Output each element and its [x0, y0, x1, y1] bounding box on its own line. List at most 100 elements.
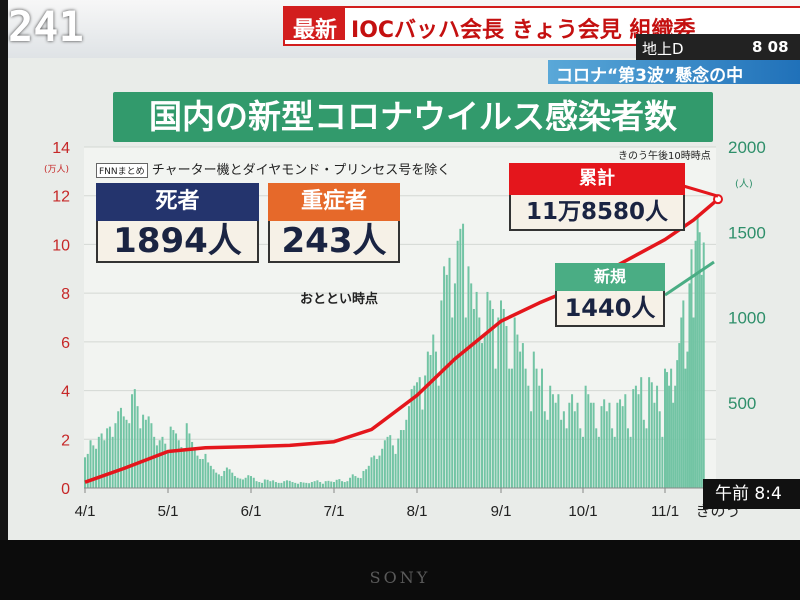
cumulative-pointer: [679, 183, 719, 198]
bar-new-cases: [453, 283, 456, 488]
left-axis-tick-label: 0: [61, 481, 70, 498]
cumulative-line-path: [84, 197, 720, 484]
bar-new-cases: [351, 474, 354, 488]
bar-new-cases: [294, 482, 297, 488]
left-axis-tick-label: 8: [61, 286, 70, 303]
bar-new-cases: [481, 343, 484, 488]
bar-new-cases: [183, 450, 186, 488]
bar-new-cases: [648, 377, 651, 488]
bar-new-cases: [280, 482, 283, 488]
bar-new-cases: [274, 482, 277, 488]
bar-new-cases: [84, 457, 86, 488]
channel-indicator: 地上D 8 08: [636, 34, 800, 60]
bar-new-cases: [426, 351, 429, 488]
bar-new-cases: [682, 300, 685, 488]
bar-new-cases: [310, 482, 313, 488]
bar-new-cases: [560, 419, 563, 488]
bar-new-cases: [272, 480, 275, 488]
right-axis-tick-label: 500: [728, 394, 756, 413]
bar-new-cases: [584, 385, 587, 488]
bar-new-cases: [305, 482, 308, 488]
bar-new-cases: [600, 406, 603, 488]
bar-new-cases: [258, 482, 261, 488]
bar-new-cases: [587, 394, 590, 488]
bar-new-cases: [100, 433, 103, 488]
bar-new-cases: [142, 414, 145, 488]
bar-new-cases: [632, 389, 635, 488]
bar-new-cases: [367, 465, 370, 488]
bar-new-cases: [346, 481, 349, 488]
bar-new-cases: [308, 483, 311, 488]
bar-new-cases: [470, 283, 473, 488]
x-tick-label: 8/1: [407, 503, 428, 520]
bar-new-cases: [532, 351, 535, 488]
bar-new-cases: [472, 308, 475, 488]
bar-new-cases: [89, 440, 92, 488]
bar-new-cases: [399, 430, 402, 488]
cumulative-label: 累計: [509, 163, 685, 195]
headline-badge: 最新: [285, 8, 346, 43]
bar-new-cases: [204, 453, 207, 488]
bar-new-cases: [688, 283, 691, 488]
bar-new-cases: [357, 477, 360, 488]
bar-new-cases: [616, 402, 619, 488]
bar-new-cases: [676, 360, 679, 488]
bar-new-cases: [407, 406, 410, 488]
severe-panel: 重症者 243人: [268, 183, 400, 263]
bar-new-cases: [568, 402, 571, 488]
bar-new-cases: [383, 440, 386, 488]
right-axis-unit: (人): [735, 178, 753, 190]
bar-new-cases: [244, 477, 247, 488]
bar-new-cases: [642, 419, 645, 488]
severe-label: 重症者: [268, 183, 400, 221]
bar-new-cases: [456, 240, 459, 488]
bar-new-cases: [698, 232, 701, 488]
right-axis-tick-label: 2000: [728, 138, 766, 157]
bar-new-cases: [321, 483, 324, 488]
x-tick-label: 5/1: [158, 503, 179, 520]
bar-new-cases: [231, 472, 234, 488]
bar-new-cases: [155, 445, 158, 488]
bar-new-cases: [621, 406, 624, 488]
bar-new-cases: [650, 382, 653, 488]
bar-new-cases: [653, 402, 656, 488]
bar-new-cases: [324, 481, 327, 488]
bar-new-cases: [185, 423, 188, 488]
bar-new-cases: [95, 448, 98, 488]
bar-new-cases: [228, 469, 231, 488]
bar-new-cases: [637, 394, 640, 488]
bar-new-cases: [217, 474, 220, 488]
bar-new-cases: [666, 372, 669, 488]
bar-new-cases: [672, 402, 675, 488]
bar-new-cases: [680, 317, 683, 488]
bar-new-cases: [608, 402, 611, 488]
bar-new-cases: [576, 402, 579, 488]
left-axis-tick-label: 12: [52, 189, 70, 206]
bar-new-cases: [354, 476, 357, 488]
bar-new-cases: [573, 411, 576, 488]
new-cases-callout: 新規 1440人: [555, 263, 665, 327]
bar-new-cases: [597, 436, 600, 488]
bar-new-cases: [161, 436, 164, 488]
bar-new-cases: [661, 436, 664, 488]
bar-new-cases: [674, 385, 677, 488]
bar-new-cases: [108, 426, 111, 488]
bar-new-cases: [459, 228, 462, 488]
tv-bezel: [0, 540, 800, 600]
bar-new-cases: [370, 457, 373, 488]
x-tick-label: 11/1: [651, 503, 679, 520]
bar-new-cases: [86, 453, 89, 488]
bar-new-cases: [696, 215, 699, 488]
bar-new-cases: [690, 249, 693, 488]
bar-new-cases: [502, 308, 505, 488]
bar-new-cases: [516, 334, 519, 488]
chart-title: 国内の新型コロナウイルス感染者数: [113, 92, 713, 142]
bar-new-cases: [299, 482, 302, 488]
as-of-note: きのう午後10時時点: [618, 151, 711, 162]
bar-new-cases: [394, 453, 397, 488]
bar-new-cases: [624, 394, 627, 488]
bar-new-cases: [297, 483, 300, 488]
bar-new-cases: [443, 266, 446, 488]
severe-value: 243人: [268, 221, 400, 263]
new-cases-label: 新規: [555, 263, 665, 291]
